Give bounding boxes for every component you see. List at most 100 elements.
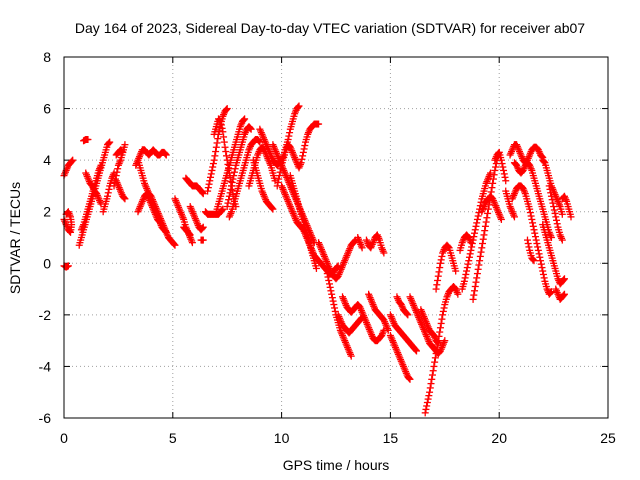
data-point bbox=[223, 105, 231, 113]
data-point bbox=[162, 227, 170, 235]
data-point bbox=[268, 204, 276, 212]
data-point bbox=[428, 371, 436, 379]
data-point bbox=[538, 153, 546, 161]
data-point bbox=[247, 125, 255, 133]
data-point bbox=[434, 276, 442, 284]
data-point bbox=[208, 166, 216, 174]
data-point bbox=[530, 226, 538, 234]
data-point bbox=[560, 276, 568, 284]
data-point bbox=[567, 213, 575, 221]
x-tick-label: 20 bbox=[491, 430, 507, 446]
data-point bbox=[476, 252, 484, 260]
data-point bbox=[510, 213, 518, 221]
data-point bbox=[535, 250, 543, 258]
data-point bbox=[479, 235, 487, 243]
data-point bbox=[461, 274, 469, 282]
data-point bbox=[551, 209, 559, 217]
data-point bbox=[523, 236, 531, 244]
data-point bbox=[105, 139, 113, 147]
data-point bbox=[434, 272, 442, 280]
axis-ticks bbox=[63, 56, 609, 419]
data-point bbox=[301, 142, 309, 150]
data-point bbox=[539, 267, 547, 275]
data-point bbox=[162, 228, 170, 236]
y-tick-label: -4 bbox=[39, 358, 52, 374]
data-point bbox=[312, 264, 320, 272]
y-tick-label: -6 bbox=[39, 410, 52, 426]
data-point bbox=[529, 255, 537, 263]
x-tick-label: 0 bbox=[60, 430, 68, 446]
data-point bbox=[209, 160, 217, 168]
data-point bbox=[471, 282, 479, 290]
data-point bbox=[472, 278, 480, 286]
data-point bbox=[207, 170, 215, 178]
data-point bbox=[299, 148, 307, 156]
data-point bbox=[380, 326, 388, 334]
data-point bbox=[436, 328, 444, 336]
data-point bbox=[325, 280, 333, 288]
data-point bbox=[480, 231, 488, 239]
x-tick-label: 10 bbox=[274, 430, 290, 446]
data-point bbox=[468, 240, 476, 248]
data-point bbox=[222, 152, 230, 160]
x-axis-label: GPS time / hours bbox=[283, 457, 390, 473]
x-tick-label: 25 bbox=[600, 430, 616, 446]
data-point bbox=[553, 216, 561, 224]
data-point bbox=[560, 290, 568, 298]
data-point bbox=[550, 203, 558, 211]
data-point bbox=[472, 222, 480, 230]
data-point bbox=[547, 288, 555, 296]
data-point bbox=[230, 168, 238, 176]
data-point bbox=[221, 143, 229, 151]
data-point bbox=[558, 236, 566, 244]
data-point bbox=[463, 267, 471, 275]
data-point bbox=[218, 124, 226, 132]
data-point bbox=[557, 233, 565, 241]
data-point bbox=[540, 158, 548, 166]
data-point bbox=[530, 257, 538, 265]
data-point bbox=[294, 103, 302, 111]
data-point bbox=[171, 241, 179, 249]
data-point bbox=[524, 240, 532, 248]
data-point bbox=[347, 352, 355, 360]
data-point bbox=[240, 116, 248, 124]
data-point bbox=[440, 304, 448, 312]
y-tick-label: 0 bbox=[43, 255, 51, 271]
data-point bbox=[219, 128, 227, 136]
data-point bbox=[214, 135, 222, 143]
data-point bbox=[170, 240, 178, 248]
data-point bbox=[497, 156, 505, 164]
data-point bbox=[436, 264, 444, 272]
data-point bbox=[295, 102, 303, 110]
data-point bbox=[435, 268, 443, 276]
data-point bbox=[206, 177, 214, 185]
data-point bbox=[229, 175, 237, 183]
data-point bbox=[529, 222, 537, 230]
data-point bbox=[534, 243, 542, 251]
data-point bbox=[427, 380, 435, 388]
data-point bbox=[225, 196, 233, 204]
data-point bbox=[536, 253, 544, 261]
data-point bbox=[114, 165, 122, 173]
data-point bbox=[528, 215, 536, 223]
data-point bbox=[429, 367, 437, 375]
data-point bbox=[498, 160, 506, 168]
data-point bbox=[205, 180, 213, 188]
data-point bbox=[430, 362, 438, 370]
plot-frame bbox=[63, 56, 609, 419]
data-point bbox=[470, 233, 478, 241]
data-point bbox=[538, 264, 546, 272]
data-point bbox=[256, 138, 264, 146]
data-point bbox=[475, 261, 483, 269]
data-point bbox=[491, 166, 499, 174]
data-point bbox=[434, 341, 442, 349]
data-point bbox=[560, 275, 568, 283]
data-point bbox=[550, 206, 558, 214]
data-point bbox=[558, 210, 566, 218]
data-point bbox=[323, 270, 331, 278]
data-point bbox=[421, 409, 429, 417]
data-point bbox=[380, 249, 388, 257]
data-point bbox=[188, 239, 196, 247]
data-point bbox=[462, 270, 470, 278]
data-point bbox=[484, 205, 492, 213]
